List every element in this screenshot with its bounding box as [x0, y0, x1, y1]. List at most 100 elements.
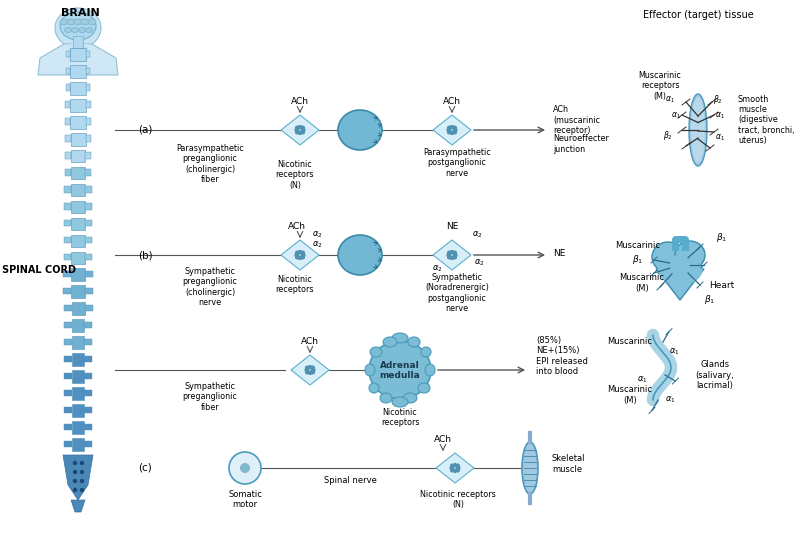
Text: $\alpha_2$: $\alpha_2$ [472, 230, 482, 240]
Circle shape [296, 131, 299, 134]
Text: (85%)
NE+(15%)
EPI released
into blood: (85%) NE+(15%) EPI released into blood [536, 336, 588, 376]
Text: Muscarinic
(M): Muscarinic (M) [619, 273, 665, 293]
Text: $\alpha_2$: $\alpha_2$ [432, 264, 442, 274]
Text: Somatic
motor: Somatic motor [228, 490, 262, 509]
Bar [86, 186, 92, 192]
Bar [64, 254, 71, 260]
Ellipse shape [380, 393, 392, 403]
Circle shape [301, 131, 304, 134]
Text: Smooth
muscle
(digestive
tract, bronchi,
uterus): Smooth muscle (digestive tract, bronchi,… [738, 95, 794, 145]
Circle shape [298, 131, 302, 134]
Text: (c): (c) [138, 463, 152, 473]
Polygon shape [71, 500, 85, 512]
Bar [70, 116, 86, 128]
Circle shape [453, 131, 456, 134]
Circle shape [450, 469, 454, 472]
Bar [86, 50, 90, 57]
Bar [66, 118, 70, 125]
Text: BRAIN: BRAIN [61, 8, 99, 18]
Polygon shape [281, 115, 319, 145]
Text: Nicotinic
receptors: Nicotinic receptors [276, 275, 314, 294]
Text: ACh: ACh [443, 97, 461, 106]
Text: ACh
(muscarinic
receptor): ACh (muscarinic receptor) [553, 105, 600, 135]
Ellipse shape [383, 337, 397, 347]
Bar [64, 186, 70, 192]
Text: Nicotinic
receptors: Nicotinic receptors [381, 408, 419, 428]
Bar [70, 167, 86, 179]
Circle shape [453, 256, 456, 259]
Bar [84, 373, 92, 379]
Text: ACh: ACh [288, 222, 306, 231]
Bar [64, 356, 72, 362]
Circle shape [308, 371, 312, 375]
Text: $\beta_2$: $\beta_2$ [713, 94, 723, 106]
Ellipse shape [369, 341, 431, 399]
Bar [64, 424, 72, 430]
Circle shape [453, 251, 456, 254]
Text: Muscarinic
receptors
(M): Muscarinic receptors (M) [638, 71, 682, 101]
Ellipse shape [370, 347, 382, 357]
Bar [72, 370, 84, 383]
Bar [84, 356, 92, 362]
Text: $\beta_1$: $\beta_1$ [716, 230, 728, 243]
Bar [65, 169, 70, 176]
Bar [63, 288, 71, 294]
Text: $\beta_2$: $\beta_2$ [663, 130, 673, 143]
Text: $\alpha_1$: $\alpha_1$ [665, 95, 675, 105]
Bar [72, 421, 84, 434]
Text: Sympathetic
preganglionic
fiber: Sympathetic preganglionic fiber [182, 382, 238, 412]
Ellipse shape [65, 28, 71, 33]
Bar [71, 286, 85, 298]
Bar [72, 353, 84, 366]
Circle shape [296, 251, 299, 254]
Text: Parasympathetic
postganglionic
nerve: Parasympathetic postganglionic nerve [423, 148, 491, 178]
Circle shape [450, 467, 454, 469]
Text: Heart: Heart [710, 281, 734, 289]
Bar [86, 85, 90, 91]
Text: Neuroeffecter
junction: Neuroeffecter junction [553, 134, 609, 154]
Bar [68, 44, 88, 60]
Text: (b): (b) [138, 250, 152, 260]
Bar [66, 101, 70, 108]
Circle shape [302, 254, 305, 256]
Ellipse shape [338, 110, 382, 150]
Circle shape [312, 369, 315, 372]
Bar [86, 169, 91, 176]
Circle shape [298, 126, 302, 129]
Ellipse shape [421, 347, 431, 357]
Bar [70, 82, 86, 95]
Circle shape [240, 463, 250, 473]
Text: $\alpha_1$: $\alpha_1$ [715, 111, 725, 121]
Ellipse shape [369, 383, 379, 393]
Bar [66, 50, 70, 57]
Text: Sympathetic
preganglionic
(cholinergic)
nerve: Sympathetic preganglionic (cholinergic) … [182, 267, 238, 307]
Polygon shape [433, 115, 471, 145]
Text: $\alpha_1$: $\alpha_1$ [671, 111, 681, 121]
Text: Skeletal
muscle: Skeletal muscle [552, 454, 586, 474]
Ellipse shape [338, 235, 382, 275]
Circle shape [306, 366, 309, 370]
Circle shape [311, 366, 314, 370]
Bar [70, 150, 86, 163]
Bar [66, 85, 70, 91]
Bar [70, 133, 86, 145]
Circle shape [450, 131, 454, 134]
Ellipse shape [60, 12, 96, 40]
Bar [85, 203, 92, 210]
Ellipse shape [408, 337, 420, 347]
Circle shape [450, 464, 454, 467]
Polygon shape [436, 453, 474, 483]
Text: (a): (a) [138, 125, 152, 135]
Bar [84, 390, 92, 396]
Bar [86, 152, 91, 159]
Bar [85, 322, 93, 328]
Text: Glands
(salivary,
lacrimal): Glands (salivary, lacrimal) [696, 360, 734, 390]
Circle shape [457, 467, 460, 469]
Text: NE: NE [446, 222, 458, 231]
Bar [72, 319, 85, 332]
Text: ACh: ACh [291, 97, 309, 106]
Circle shape [302, 128, 305, 132]
Ellipse shape [60, 19, 68, 25]
Bar [71, 268, 85, 281]
Bar [64, 390, 72, 396]
